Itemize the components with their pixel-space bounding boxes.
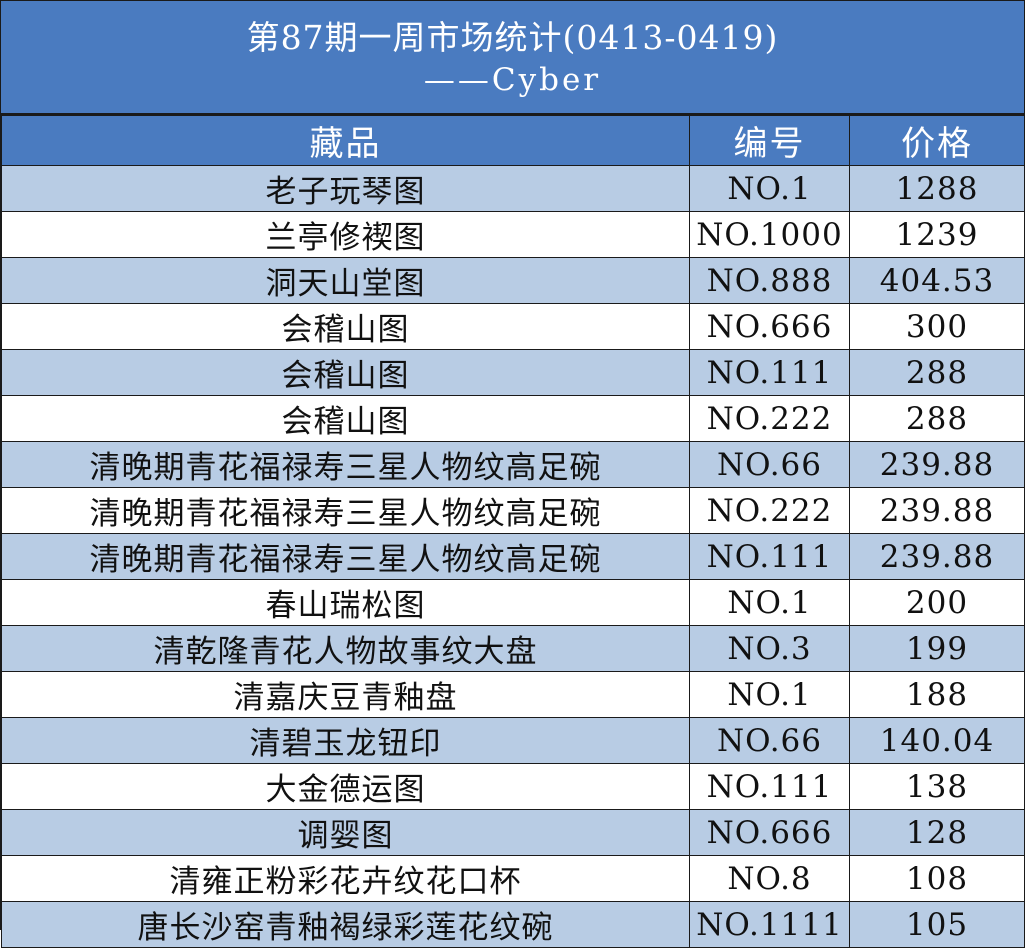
cell-name: 清晚期青花福禄寿三星人物纹高足碗 [1, 533, 690, 580]
cell-name: 会稽山图 [1, 303, 690, 350]
cell-price: 200 [849, 579, 1025, 626]
table-row: 老子玩琴图 NO.1 1288 [1, 165, 1025, 212]
cell-price: 288 [849, 395, 1025, 442]
cell-name: 会稽山图 [1, 395, 690, 442]
cell-code: NO.1 [689, 165, 850, 212]
table-row: 清乾隆青花人物故事纹大盘 NO.3 199 [1, 625, 1025, 672]
table-row: 清嘉庆豆青釉盘 NO.1 188 [1, 671, 1025, 718]
cell-code: NO.66 [689, 717, 850, 764]
table-row: 兰亭修褉图 NO.1000 1239 [1, 211, 1025, 258]
title-main: 第87期一周市场统计(0413-0419) [246, 18, 779, 57]
table-row: 清晚期青花福禄寿三星人物纹高足碗 NO.66 239.88 [1, 441, 1025, 488]
cell-price: 188 [849, 671, 1025, 718]
cell-code: NO.888 [689, 257, 850, 304]
header-row: 藏品 编号 价格 [1, 115, 1025, 166]
cell-code: NO.1000 [689, 211, 850, 258]
header-code: 编号 [689, 115, 850, 166]
cell-code: NO.1 [689, 579, 850, 626]
cell-price: 140.04 [849, 717, 1025, 764]
cell-code: NO.111 [689, 349, 850, 396]
cell-price: 300 [849, 303, 1025, 350]
cell-name: 清嘉庆豆青釉盘 [1, 671, 690, 718]
cell-code: NO.66 [689, 441, 850, 488]
cell-price: 239.88 [849, 441, 1025, 488]
cell-price: 128 [849, 809, 1025, 856]
table-row: 清晚期青花福禄寿三星人物纹高足碗 NO.222 239.88 [1, 487, 1025, 534]
cell-code: NO.111 [689, 533, 850, 580]
cell-price: 199 [849, 625, 1025, 672]
cell-code: NO.8 [689, 855, 850, 902]
title-banner: 第87期一周市场统计(0413-0419) ——Cyber [1, 1, 1024, 115]
cell-price: 105 [849, 901, 1025, 948]
title-author: ——Cyber [423, 62, 602, 98]
cell-code: NO.1111 [689, 901, 850, 948]
table-row: 清雍正粉彩花卉纹花口杯 NO.8 108 [1, 855, 1025, 902]
cell-name: 老子玩琴图 [1, 165, 690, 212]
cell-name: 清晚期青花福禄寿三星人物纹高足碗 [1, 487, 690, 534]
table-row: 调婴图 NO.666 128 [1, 809, 1025, 856]
table-row: 会稽山图 NO.111 288 [1, 349, 1025, 396]
cell-name: 调婴图 [1, 809, 690, 856]
cell-code: NO.222 [689, 395, 850, 442]
cell-name: 大金德运图 [1, 763, 690, 810]
cell-name: 兰亭修褉图 [1, 211, 690, 258]
header-name: 藏品 [1, 115, 690, 166]
cell-price: 239.88 [849, 487, 1025, 534]
cell-price: 404.53 [849, 257, 1025, 304]
cell-code: NO.1 [689, 671, 850, 718]
cell-code: NO.3 [689, 625, 850, 672]
cell-code: NO.222 [689, 487, 850, 534]
cell-price: 108 [849, 855, 1025, 902]
cell-price: 288 [849, 349, 1025, 396]
cell-price: 239.88 [849, 533, 1025, 580]
cell-price: 1239 [849, 211, 1025, 258]
cell-price: 138 [849, 763, 1025, 810]
table-row: 洞天山堂图 NO.888 404.53 [1, 257, 1025, 304]
cell-code: NO.111 [689, 763, 850, 810]
table-row: 会稽山图 NO.666 300 [1, 303, 1025, 350]
table-row: 春山瑞松图 NO.1 200 [1, 579, 1025, 626]
table-body: 老子玩琴图 NO.1 1288 兰亭修褉图 NO.1000 1239 洞天山堂图 NO.888… [1, 165, 1025, 948]
stats-table: 藏品 编号 价格 老子玩琴图 NO.1 1288 兰亭修褉图 NO.1000 1239 洞天… [1, 115, 1025, 948]
table-row: 清碧玉龙钮印 NO.66 140.04 [1, 717, 1025, 764]
cell-name: 清雍正粉彩花卉纹花口杯 [1, 855, 690, 902]
cell-name: 春山瑞松图 [1, 579, 690, 626]
table-row: 会稽山图 NO.222 288 [1, 395, 1025, 442]
header-price: 价格 [849, 115, 1025, 166]
cell-name: 清乾隆青花人物故事纹大盘 [1, 625, 690, 672]
cell-code: NO.666 [689, 809, 850, 856]
cell-name: 会稽山图 [1, 349, 690, 396]
table-row: 清晚期青花福禄寿三星人物纹高足碗 NO.111 239.88 [1, 533, 1025, 580]
table-row: 唐长沙窑青釉褐绿彩莲花纹碗 NO.1111 105 [1, 901, 1025, 948]
cell-price: 1288 [849, 165, 1025, 212]
cell-name: 洞天山堂图 [1, 257, 690, 304]
cell-name: 清晚期青花福禄寿三星人物纹高足碗 [1, 441, 690, 488]
table-row: 大金德运图 NO.111 138 [1, 763, 1025, 810]
cell-name: 清碧玉龙钮印 [1, 717, 690, 764]
cell-name: 唐长沙窑青釉褐绿彩莲花纹碗 [1, 901, 690, 948]
cell-code: NO.666 [689, 303, 850, 350]
